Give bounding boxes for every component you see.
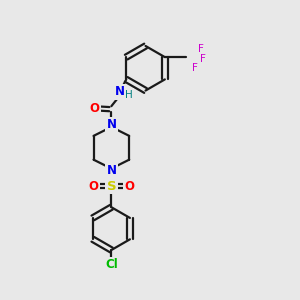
Text: N: N <box>115 85 125 98</box>
Text: Cl: Cl <box>105 258 118 272</box>
Text: F: F <box>200 55 206 64</box>
Text: F: F <box>192 63 197 74</box>
Text: F: F <box>199 44 204 54</box>
Text: N: N <box>106 164 116 178</box>
Text: O: O <box>88 180 98 193</box>
Text: S: S <box>106 180 116 193</box>
Text: O: O <box>124 180 134 193</box>
Text: N: N <box>106 118 116 131</box>
Text: H: H <box>125 90 133 100</box>
Text: O: O <box>89 102 99 115</box>
